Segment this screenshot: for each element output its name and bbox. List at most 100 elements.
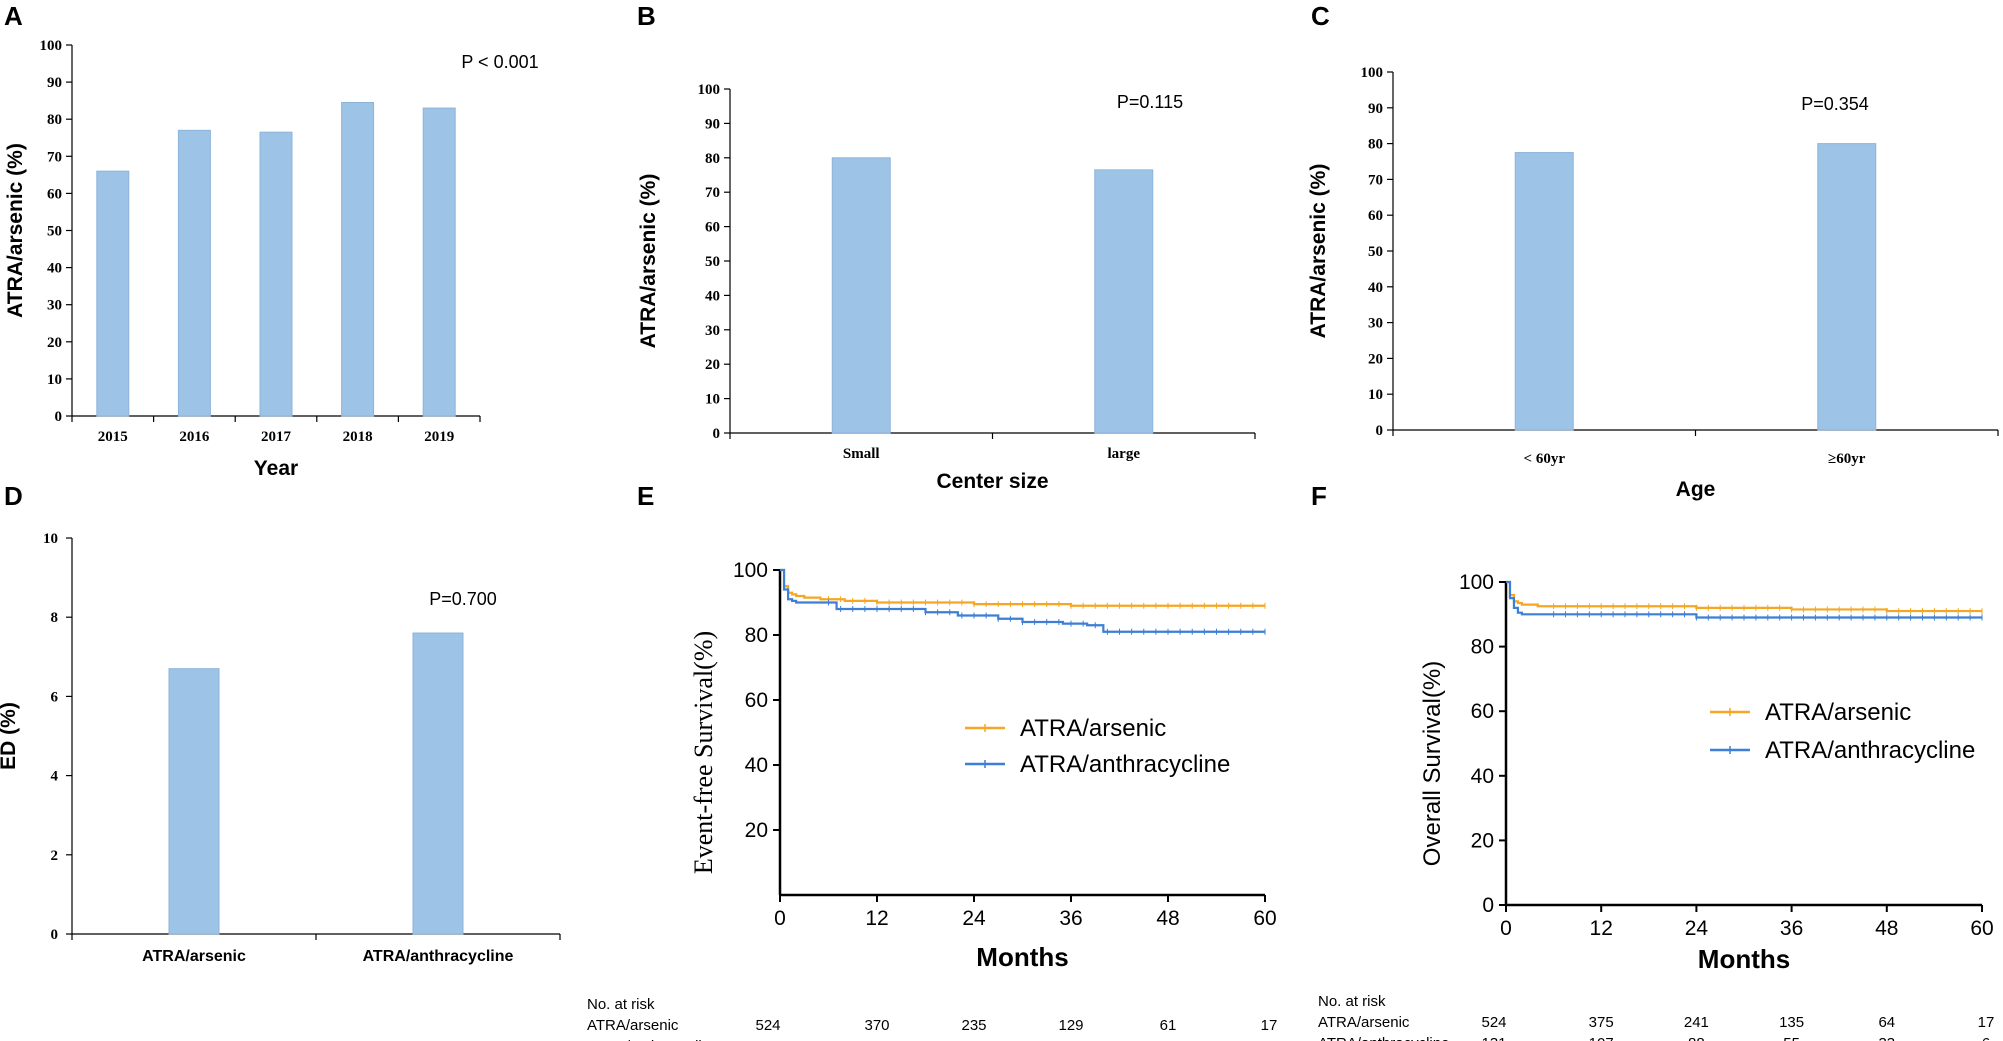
risk-count: 55 — [1783, 1035, 1800, 1041]
y-tick-label: 40 — [745, 754, 768, 777]
bar-2019 — [422, 107, 456, 417]
bar-2018 — [341, 102, 375, 417]
y-tick-label: 90 — [705, 116, 720, 132]
risk-count: 64 — [1878, 1014, 1895, 1031]
y-tick-label: 90 — [47, 75, 62, 91]
x-category-label: < 60yr — [1524, 451, 1566, 467]
risk-row-label: ATRA/arsenic — [1318, 1014, 1410, 1031]
y-tick-label: 20 — [705, 357, 720, 373]
x-category-label: 2016 — [179, 429, 210, 445]
risk-row-label: ATRA/anthracycline — [587, 1038, 718, 1041]
bar-2016 — [177, 129, 211, 417]
y-tick-label: 50 — [1368, 244, 1383, 260]
y-tick-label: 50 — [47, 224, 62, 240]
y-tick-label: 20 — [47, 335, 62, 351]
bar--60yr — [1817, 143, 1877, 431]
y-axis-title: ED (%) — [0, 702, 20, 770]
y-tick-label: 40 — [1368, 280, 1383, 296]
p-value-annotation: P < 0.001 — [461, 52, 538, 72]
panel-label-d: D — [4, 481, 23, 511]
y-tick-label: 100 — [40, 38, 63, 54]
x-category-label: ≥60yr — [1828, 451, 1866, 467]
y-tick-label: 30 — [1368, 316, 1383, 332]
y-tick-label: 30 — [705, 323, 720, 339]
risk-count: 135 — [1779, 1014, 1804, 1031]
x-axis-title: Year — [254, 457, 298, 480]
y-tick-label: 0 — [713, 426, 721, 442]
y-tick-label: 40 — [1471, 765, 1494, 788]
x-tick-label: 0 — [774, 907, 786, 930]
risk-count: 524 — [755, 1017, 780, 1034]
risk-count: 375 — [1589, 1014, 1614, 1031]
bar-atra-anthracycline — [412, 632, 464, 935]
x-category-label: 2017 — [261, 429, 292, 445]
risk-count: 131 — [755, 1038, 780, 1041]
y-axis-title: ATRA/arsenic (%) — [1307, 164, 1330, 339]
y-axis-title: ATRA/arsenic (%) — [4, 143, 27, 318]
risk-count: 33 — [1160, 1038, 1177, 1041]
x-tick-label: 60 — [1970, 917, 1993, 940]
risk-count: 33 — [1878, 1035, 1895, 1041]
p-value-annotation: P=0.354 — [1801, 94, 1869, 114]
risk-count: 107 — [1589, 1035, 1614, 1041]
survival-curve-atra-anthracycline — [1506, 580, 1982, 619]
x-category-label: 2018 — [343, 429, 373, 445]
y-tick-label: 70 — [1368, 172, 1383, 188]
x-tick-label: 36 — [1059, 907, 1082, 930]
panel-label-c: C — [1311, 1, 1330, 31]
risk-count: 524 — [1481, 1014, 1506, 1031]
y-tick-label: 30 — [47, 298, 62, 314]
legend-label: ATRA/arsenic — [1765, 699, 1911, 726]
bar-2017 — [259, 131, 293, 417]
x-category-label: 2019 — [424, 429, 454, 445]
y-tick-label: 10 — [47, 372, 62, 388]
risk-count: 6 — [1265, 1038, 1273, 1041]
y-tick-label: 70 — [705, 185, 720, 201]
risk-count: 131 — [1481, 1035, 1506, 1041]
x-axis-title: Age — [1676, 478, 1716, 501]
bar-chart-d: D 0 2 4 6 8 10 ATRA/arsenic ATRA/anthracycline ED… — [0, 481, 561, 965]
y-tick-label: 20 — [1471, 829, 1494, 852]
y-tick-label: 80 — [1471, 636, 1494, 659]
risk-table-heading: No. at risk — [1318, 993, 1386, 1010]
y-tick-label: 10 — [1368, 387, 1383, 403]
legend-label: ATRA/anthracycline — [1020, 751, 1230, 778]
risk-row-label: ATRA/anthracycline — [1318, 1035, 1449, 1041]
bar--60yr — [1514, 152, 1574, 431]
km-chart-f: F 0 20 40 60 80 100 0 12 24 36 48 60 Months Overall Su… — [1311, 481, 1994, 1041]
x-tick-label: 12 — [865, 907, 888, 930]
y-tick-label: 50 — [705, 254, 720, 270]
y-tick-label: 0 — [51, 927, 59, 943]
y-tick-label: 60 — [745, 689, 768, 712]
y-tick-label: 10 — [43, 531, 58, 547]
legend-label: ATRA/anthracycline — [1765, 737, 1975, 764]
x-axis-title: Months — [976, 942, 1068, 972]
panel-label-f: F — [1311, 481, 1327, 511]
x-tick-label: 0 — [1500, 917, 1512, 940]
y-tick-label: 60 — [1471, 700, 1494, 723]
p-value-annotation: P=0.115 — [1117, 92, 1183, 112]
bar-chart-c: C 0 10 20 30 40 50 60 70 80 90 100 < 60yr ≥60yr Age ATR… — [1307, 1, 1999, 501]
y-tick-label: 8 — [51, 610, 59, 626]
x-tick-label: 60 — [1253, 907, 1276, 930]
y-tick-label: 4 — [51, 769, 59, 785]
x-category-label: ATRA/arsenic — [142, 948, 246, 965]
km-chart-e: E 20 40 60 80 100 0 12 24 36 48 60 Months Event-free … — [587, 481, 1277, 1041]
risk-count: 17 — [1261, 1017, 1278, 1034]
y-axis-title: Event-free Survival(%) — [689, 631, 718, 874]
y-tick-label: 90 — [1368, 101, 1383, 117]
risk-count: 84 — [966, 1038, 983, 1041]
bar-2015 — [96, 170, 130, 417]
risk-count: 241 — [1684, 1014, 1709, 1031]
panel-label-e: E — [637, 481, 654, 511]
x-category-label: 2015 — [98, 429, 128, 445]
risk-table-heading: No. at risk — [587, 996, 655, 1013]
x-category-label: large — [1108, 446, 1141, 462]
panel-label-b: B — [637, 1, 656, 31]
y-tick-label: 100 — [698, 82, 721, 98]
y-tick-label: 100 — [733, 559, 768, 582]
y-tick-label: 80 — [745, 624, 768, 647]
y-tick-label: 10 — [705, 392, 720, 408]
y-tick-label: 60 — [47, 186, 62, 202]
